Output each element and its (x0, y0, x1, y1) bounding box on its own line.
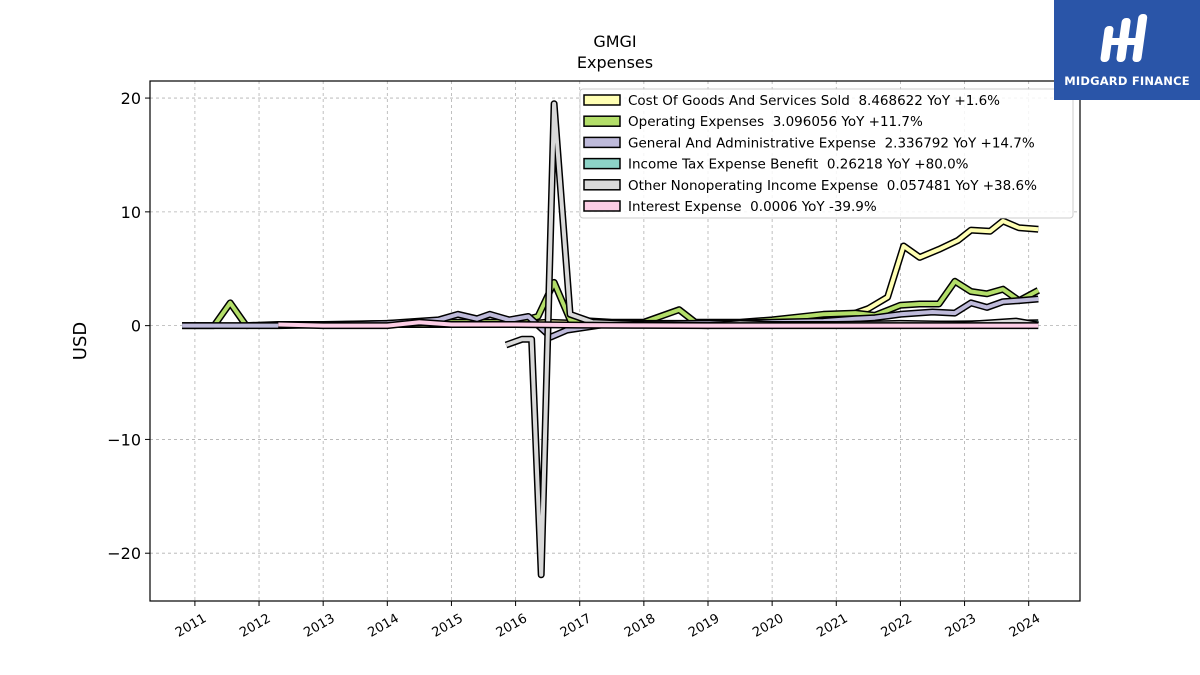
x-tick-label: 2016 (494, 611, 530, 641)
x-tick-label: 2022 (879, 611, 915, 641)
x-tick-label: 2019 (686, 611, 722, 641)
x-tick-label: 2015 (430, 611, 466, 641)
x-tick-label: 2012 (237, 611, 273, 641)
brand-logo-icon (1100, 14, 1148, 62)
y-tick-label: −20 (107, 544, 141, 563)
legend-entry: Income Tax Expense Benefit 0.26218 YoY +… (628, 157, 969, 173)
series-line (278, 320, 1039, 328)
brand-logo: MIDGARD FINANCE (1054, 0, 1200, 100)
legend-entry: Operating Expenses 3.096056 YoY +11.7% (628, 114, 923, 130)
y-tick-label: 10 (121, 203, 141, 222)
legend-entry: Interest Expense 0.0006 YoY -39.9% (628, 199, 877, 215)
series-lines (182, 100, 1040, 579)
x-tick-label: 2018 (622, 611, 658, 641)
x-tick-label: 2021 (814, 611, 850, 641)
y-tick-label: 0 (131, 317, 141, 336)
x-tick-label: 2013 (301, 611, 337, 641)
y-tick-label: −10 (107, 430, 141, 449)
legend-swatch (583, 200, 621, 212)
x-tick-label: 2024 (1007, 611, 1043, 641)
chart-title: GMGI (593, 32, 636, 51)
legend-entry: General And Administrative Expense 2.336… (628, 135, 1035, 151)
legend-swatch (583, 157, 621, 170)
x-tick-label: 2017 (558, 611, 594, 641)
legend-entry: Cost Of Goods And Services Sold 8.468622… (628, 93, 1000, 109)
plot-frame (149, 80, 1081, 602)
legend-swatch (583, 136, 621, 149)
y-axis-label: USD (70, 322, 91, 360)
legend-box (579, 88, 1074, 219)
x-tick-label: 2023 (943, 611, 979, 641)
legend-swatch (583, 179, 621, 191)
x-tick-label: 2020 (750, 611, 786, 641)
chart-subtitle: Expenses (577, 53, 653, 72)
legend-swatch (583, 115, 621, 127)
y-tick-label: 20 (121, 89, 141, 108)
legend: Cost Of Goods And Services Sold 8.468622… (579, 88, 1074, 219)
legend-entry: Other Nonoperating Income Expense 0.0574… (628, 178, 1037, 194)
legend-swatch (583, 94, 621, 106)
x-tick-label: 2011 (173, 611, 209, 641)
brand-name: MIDGARD FINANCE (1064, 74, 1190, 88)
x-tick-label: 2014 (365, 611, 401, 641)
